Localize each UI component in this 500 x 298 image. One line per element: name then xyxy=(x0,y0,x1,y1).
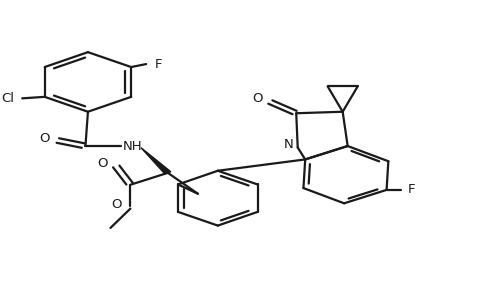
Text: Cl: Cl xyxy=(2,92,15,105)
Text: O: O xyxy=(98,156,108,170)
Text: F: F xyxy=(155,58,162,71)
Text: O: O xyxy=(111,198,122,211)
Text: O: O xyxy=(252,92,263,105)
Text: O: O xyxy=(39,132,50,145)
Polygon shape xyxy=(141,148,171,174)
Text: F: F xyxy=(408,183,416,196)
Text: NH: NH xyxy=(123,139,142,153)
Text: N: N xyxy=(284,138,294,151)
